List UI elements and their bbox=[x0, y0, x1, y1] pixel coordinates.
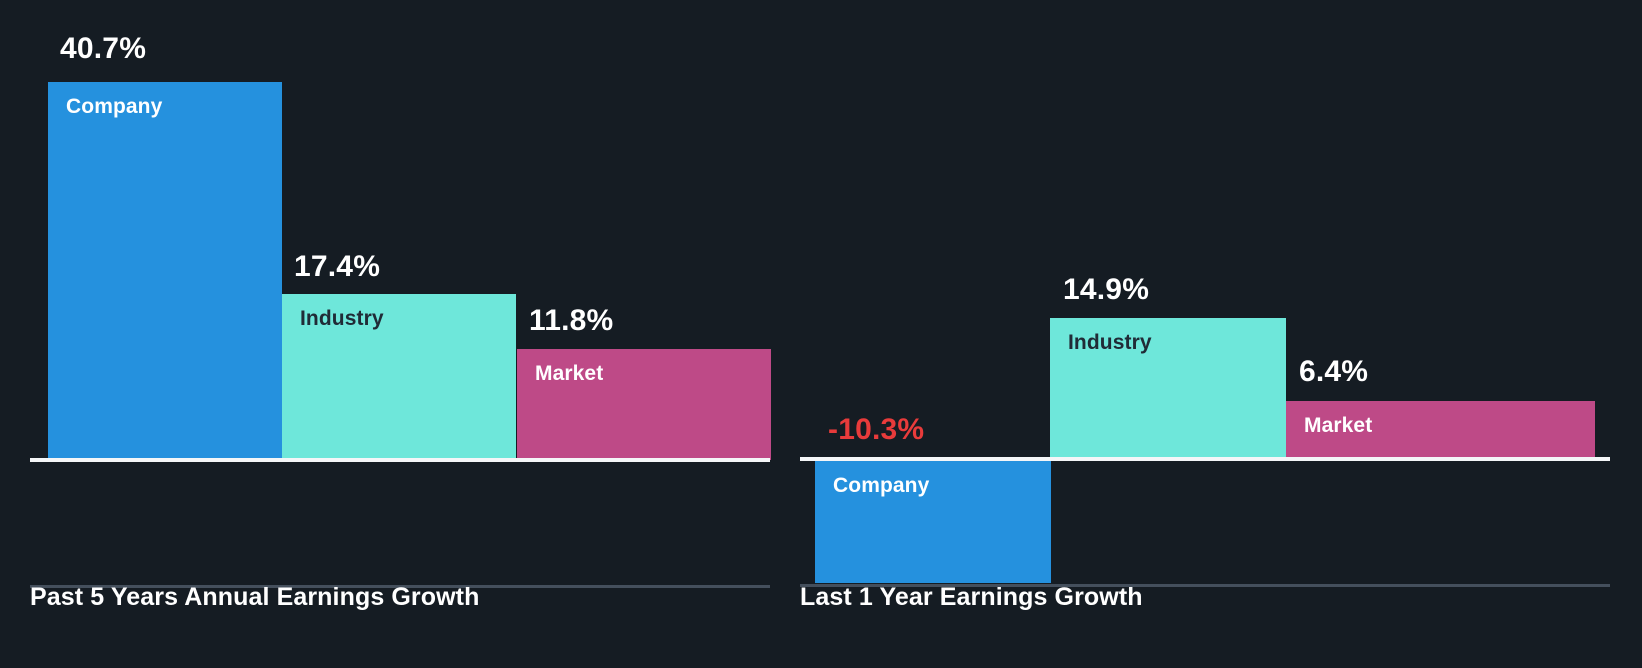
value-label-market-past-5-years: 11.8% bbox=[529, 304, 614, 337]
bar-label-industry: Industry bbox=[300, 307, 384, 330]
bar-market-past-5-years[interactable]: Market bbox=[517, 349, 771, 460]
bar-label-company: Company bbox=[66, 95, 163, 118]
bar-label-industry: Industry bbox=[1068, 331, 1152, 354]
panel-past-5-years: Company 40.7% Industry 17.4% Market 11.8… bbox=[0, 0, 790, 668]
value-label-market-last-1-year: 6.4% bbox=[1299, 355, 1369, 388]
plot-area-past-5-years: Company 40.7% Industry 17.4% Market 11.8… bbox=[0, 0, 790, 668]
bar-label-company: Company bbox=[833, 474, 930, 497]
zero-axis-line-last-1-year bbox=[800, 457, 1610, 461]
panel-title-last-1-year: Last 1 Year Earnings Growth bbox=[800, 583, 1143, 611]
value-label-company-last-1-year: -10.3% bbox=[828, 413, 925, 446]
zero-axis-line-past-5-years bbox=[30, 458, 770, 462]
panel-title-past-5-years: Past 5 Years Annual Earnings Growth bbox=[30, 583, 480, 611]
bar-label-market: Market bbox=[535, 362, 604, 385]
bar-industry-past-5-years[interactable]: Industry bbox=[282, 294, 516, 460]
bar-industry-last-1-year[interactable]: Industry bbox=[1050, 318, 1286, 459]
bar-company-last-1-year[interactable]: Company bbox=[815, 461, 1051, 583]
bar-market-last-1-year[interactable]: Market bbox=[1286, 401, 1595, 459]
bar-company-past-5-years[interactable]: Company bbox=[48, 82, 282, 460]
footer-divider-past-5-years bbox=[30, 585, 770, 588]
value-label-company-past-5-years: 40.7% bbox=[60, 32, 147, 65]
value-label-industry-last-1-year: 14.9% bbox=[1063, 273, 1150, 306]
bar-label-market: Market bbox=[1304, 414, 1373, 437]
value-label-industry-past-5-years: 17.4% bbox=[294, 250, 381, 283]
footer-divider-last-1-year bbox=[800, 584, 1610, 587]
